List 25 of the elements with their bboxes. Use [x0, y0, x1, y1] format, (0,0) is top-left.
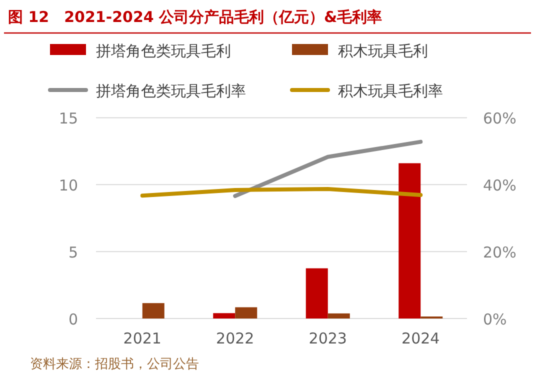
x-tick-label: 2024: [402, 330, 440, 348]
x-tick-label: 2021: [123, 330, 162, 348]
x-tick-label: 2022: [216, 330, 254, 348]
bar: [142, 303, 164, 318]
legend-label: 积木玩具毛利: [338, 42, 428, 60]
y2-tick-label: 20%: [483, 244, 516, 262]
bar: [398, 163, 421, 318]
bar: [235, 307, 258, 318]
y2-tick-label: 40%: [483, 176, 516, 195]
y-tick-label: 15: [58, 110, 78, 128]
y-tick-label: 10: [58, 176, 78, 195]
bar: [328, 313, 350, 318]
bar: [213, 313, 236, 318]
y-tick-label: 0: [68, 310, 78, 328]
y2-tick-label: 60%: [483, 110, 516, 128]
line-series: [140, 186, 423, 198]
legend-label: 积木玩具毛利率: [338, 82, 443, 100]
x-tick-label: 2023: [308, 330, 347, 348]
y2-tick-label: 0%: [483, 310, 507, 328]
y-tick-label: 5: [68, 244, 78, 262]
bar: [306, 268, 328, 318]
legend-label: 拼塔角色类玩具毛利率: [96, 82, 246, 100]
legend-label: 拼塔角色类玩具毛利: [96, 42, 231, 60]
chart-title: 图 12 2021-2024 公司分产品毛利（亿元）&毛利率: [8, 8, 382, 26]
text: 资料来源：招股书，公司公告: [30, 357, 199, 372]
